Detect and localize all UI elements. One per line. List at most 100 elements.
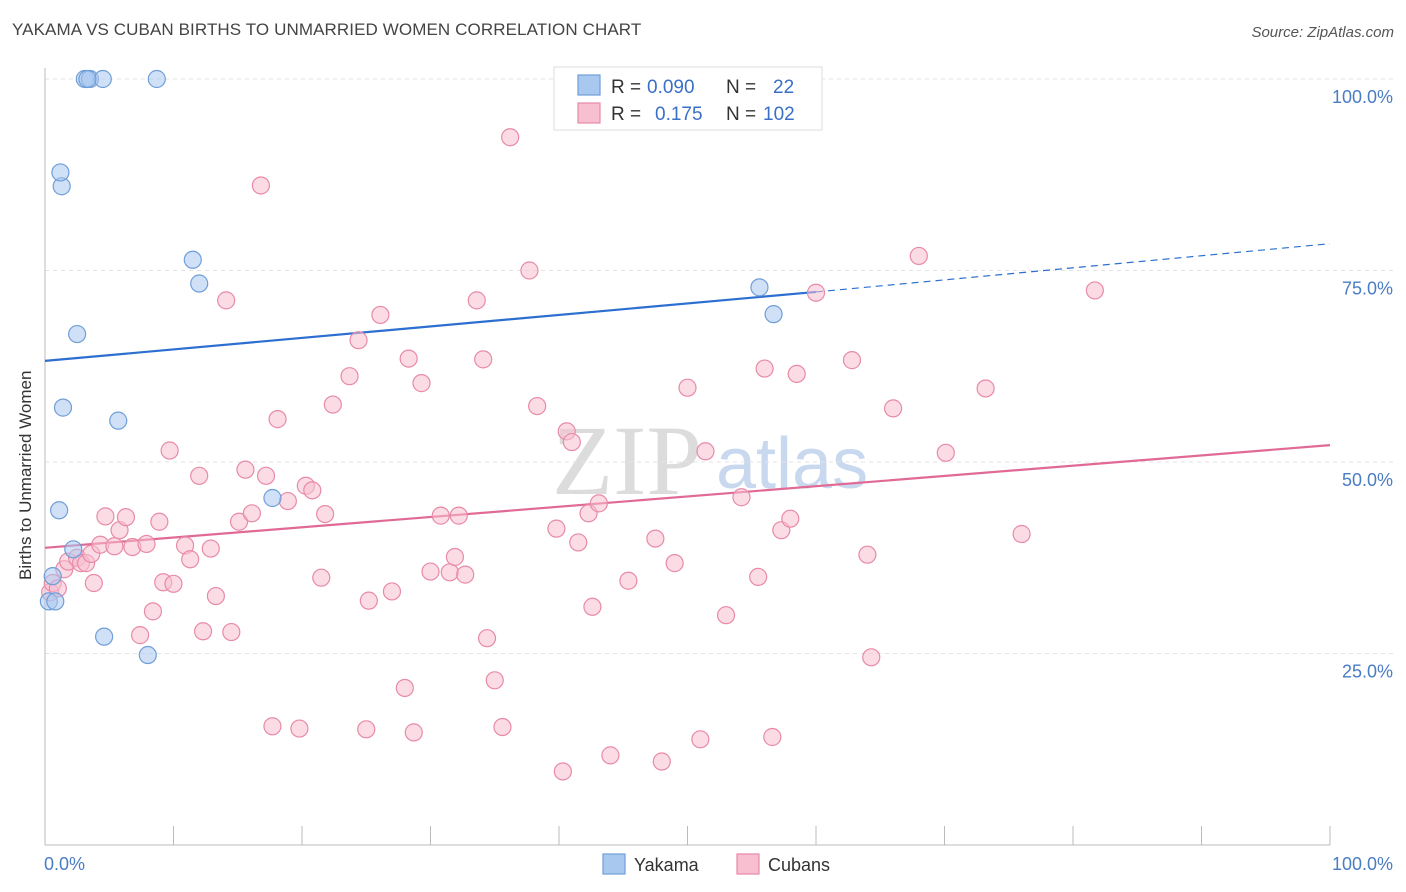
yakama-point <box>46 592 65 611</box>
cubans-point <box>349 331 368 350</box>
cubans-point <box>936 443 955 462</box>
cubans-point <box>399 349 418 368</box>
cubans-point <box>404 723 423 742</box>
cubans-point <box>251 176 270 195</box>
cubans-point <box>583 597 602 616</box>
y-tick-label: 25.0% <box>1342 662 1393 682</box>
cubans-point <box>528 396 547 416</box>
cubans-point <box>236 460 255 479</box>
cubans-point <box>678 378 697 397</box>
yakama-point <box>109 411 128 430</box>
legend-cubans-n-value: 102 <box>763 104 795 125</box>
cubans-point <box>256 466 276 485</box>
x-tick-label-max: 100.0% <box>1332 854 1393 874</box>
cubans-point <box>716 606 736 625</box>
cubans-trend-line <box>44 444 1331 549</box>
legend-yakama-r-label: R = <box>611 77 641 98</box>
cubans-point <box>691 730 710 749</box>
bottom-legend-cubans-swatch <box>736 853 760 875</box>
legend-yakama-r-value: 0.090 <box>647 77 695 98</box>
x-tick-label-min: 0.0% <box>44 854 85 874</box>
cubans-point <box>357 720 376 739</box>
cubans-point <box>501 128 520 147</box>
cubans-point <box>229 512 249 531</box>
cubans-point <box>150 512 169 531</box>
yakama-point <box>51 163 70 182</box>
cubans-point <box>431 506 450 525</box>
yakama-point <box>78 69 97 89</box>
cubans-point <box>619 571 638 590</box>
cubans-point <box>412 374 431 393</box>
cubans-point <box>909 246 928 266</box>
cubans-point <box>589 494 608 513</box>
legend-cubans-swatch <box>577 102 601 124</box>
cubans-point <box>382 582 402 601</box>
cubans-point <box>883 399 903 418</box>
cubans-point <box>193 622 213 641</box>
cubans-point <box>569 533 588 552</box>
trend-lines <box>44 243 1331 549</box>
cubans-point <box>137 534 156 554</box>
yakama-point <box>93 69 112 89</box>
cubans-point <box>858 545 877 564</box>
cubans-point <box>547 519 566 538</box>
cubans-point <box>263 717 282 736</box>
cubans-point <box>222 622 241 642</box>
cubans-point <box>520 261 539 280</box>
yakama-trend-line <box>44 290 817 362</box>
cubans-point <box>160 441 179 460</box>
cubans-point <box>493 717 512 737</box>
cubans-point <box>268 410 287 429</box>
cubans-point <box>201 539 220 558</box>
cubans-point <box>105 537 124 556</box>
axes <box>44 68 1331 846</box>
cubans-point <box>242 504 261 523</box>
cubans-point <box>477 629 497 648</box>
source-credit: Source: ZipAtlas.com <box>1251 24 1394 41</box>
cubans-point <box>862 648 881 667</box>
cubans-point <box>467 291 486 310</box>
cubans-point <box>755 359 774 378</box>
cubans-point <box>1085 281 1104 300</box>
cubans-point <box>130 626 150 645</box>
yakama-point <box>43 567 62 586</box>
cubans-point <box>323 395 342 414</box>
cubans-point <box>84 573 103 593</box>
cubans-point <box>553 762 572 781</box>
yakama-point <box>147 69 166 89</box>
cubans-point <box>449 506 468 525</box>
bottom-legend-yakama-label: Yakama <box>634 855 700 875</box>
cubans-point <box>359 591 378 610</box>
cubans-point <box>316 504 335 524</box>
cubans-point <box>96 507 115 526</box>
cubans-point <box>340 367 359 386</box>
cubans-point <box>763 727 782 747</box>
gridlines <box>45 78 1395 654</box>
cubans-point <box>732 488 751 507</box>
cubans-point <box>842 351 862 370</box>
yakama-point <box>750 278 769 297</box>
cubans-point <box>116 508 136 527</box>
legend-yakama-n-value: 22 <box>773 77 794 98</box>
yakama-point <box>53 398 73 417</box>
cubans-point <box>781 509 800 528</box>
cubans-point <box>646 529 665 548</box>
cubans-point <box>395 678 414 698</box>
watermark-zip: ZIP <box>552 405 702 516</box>
bottom-legend-cubans-label: Cubans <box>768 855 830 875</box>
cubans-point <box>474 350 493 369</box>
y-tick-label: 100.0% <box>1332 87 1393 107</box>
yakama-point <box>190 274 209 293</box>
cubans-point <box>371 305 390 325</box>
yakama-point <box>764 305 783 324</box>
tick-labels: 25.0% 50.0% 75.0% 100.0% 0.0% 100.0% <box>44 87 1393 874</box>
cubans-point <box>485 671 504 690</box>
cubans-point <box>440 563 459 582</box>
yakama-point <box>183 250 202 269</box>
legend-cubans-r-label: R = <box>611 104 641 125</box>
legend-yakama-swatch <box>577 74 601 96</box>
legend-cubans-r-value: 0.175 <box>655 104 703 125</box>
yakama-point <box>263 488 282 508</box>
yakama-point <box>50 501 69 520</box>
